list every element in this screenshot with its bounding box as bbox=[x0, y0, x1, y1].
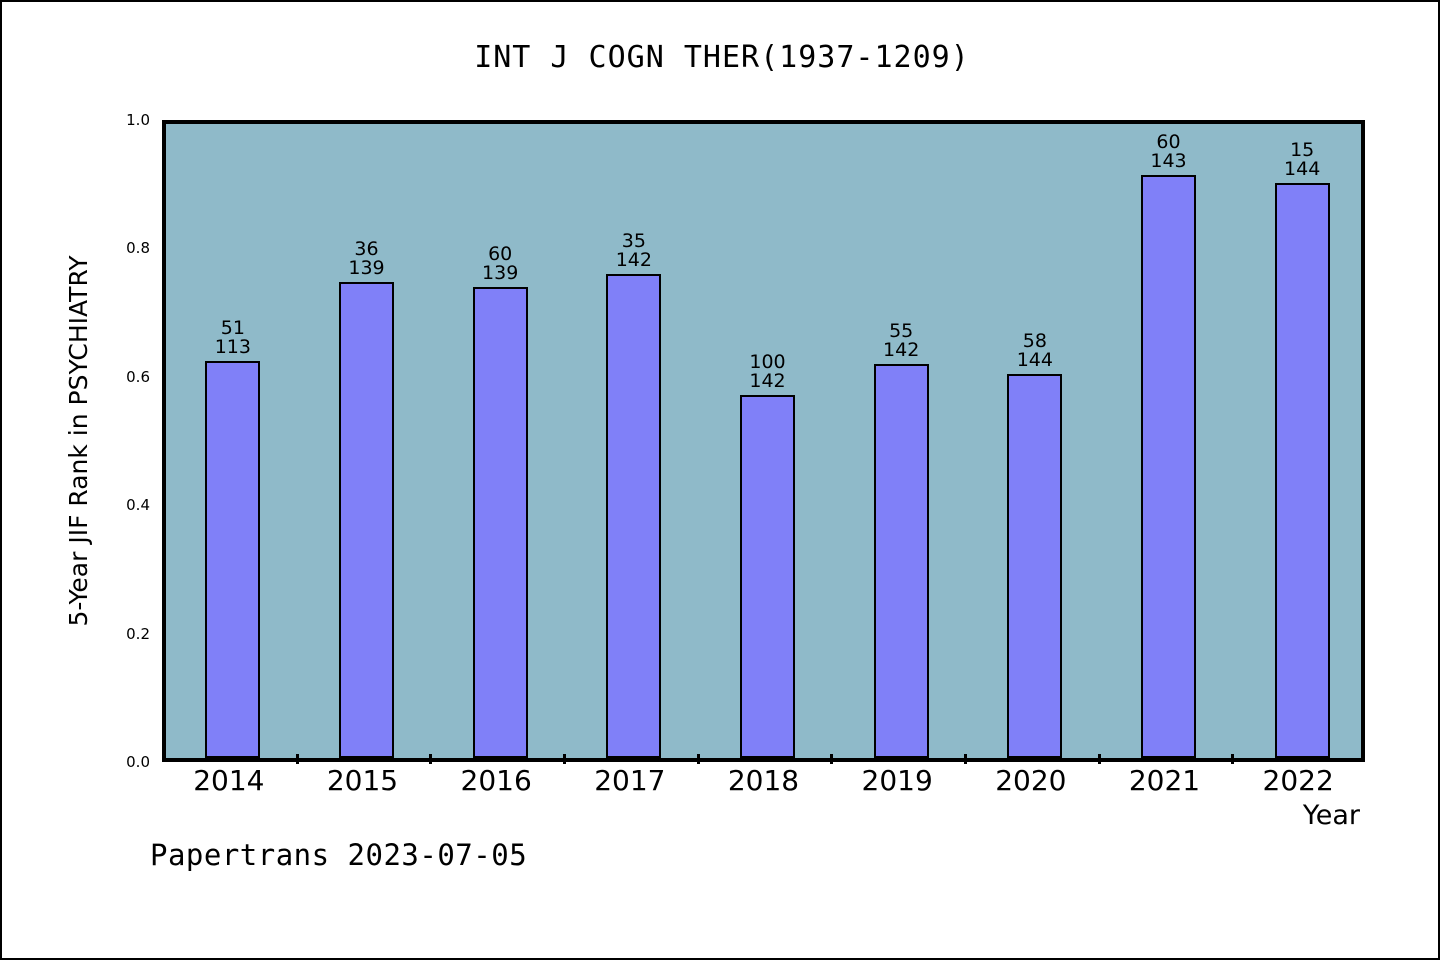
y-tick-label: 0.4 bbox=[126, 496, 150, 515]
x-tick-mark bbox=[964, 754, 967, 764]
bar-rank-value: 36 bbox=[354, 238, 379, 261]
bar-rank-value: 60 bbox=[488, 242, 513, 265]
bar-value-label: 100 142 bbox=[720, 353, 815, 391]
bar-rect bbox=[339, 282, 394, 758]
bar-rank-value: 58 bbox=[1022, 330, 1047, 353]
bar-rect bbox=[606, 273, 662, 758]
bar-rank-value: 51 bbox=[220, 316, 245, 339]
bar-rect bbox=[1274, 182, 1330, 758]
bar-rect bbox=[1141, 175, 1196, 758]
bar-value-label: 60 143 bbox=[1121, 133, 1216, 171]
bar-rect bbox=[740, 395, 795, 758]
x-tick-label-2021: 2021 bbox=[1128, 764, 1201, 797]
bar-total-value: 144 bbox=[1016, 349, 1053, 372]
bar-2020: 58 144 bbox=[1007, 124, 1063, 758]
x-tick-mark bbox=[295, 754, 299, 764]
x-tick-mark bbox=[1231, 754, 1235, 764]
y-tick-label: 0.8 bbox=[126, 239, 150, 258]
y-tick-label: 0.6 bbox=[126, 367, 150, 386]
bar-total-value: 142 bbox=[615, 248, 652, 271]
bar-rank-value: 100 bbox=[749, 351, 786, 374]
x-tick-label-2019: 2019 bbox=[861, 764, 933, 797]
bar-2019: 55 142 bbox=[873, 124, 929, 758]
bar-value-label: 15 144 bbox=[1255, 138, 1350, 180]
bar-rank-value: 55 bbox=[889, 320, 914, 343]
x-tick-mark bbox=[830, 754, 834, 764]
bar-rect bbox=[1007, 374, 1063, 758]
x-tick-label-2015: 2015 bbox=[326, 764, 399, 797]
y-tick-label: 1.0 bbox=[126, 111, 150, 129]
bar-2014: 51 113 bbox=[205, 124, 261, 758]
bar-2018: 100 142 bbox=[740, 124, 795, 758]
bar-value-label: 55 142 bbox=[854, 322, 949, 360]
x-tick-label-2018: 2018 bbox=[727, 764, 800, 797]
bar-2017: 35 142 bbox=[606, 124, 662, 758]
bar-total-value: 144 bbox=[1284, 157, 1321, 180]
bar-2022: 15 144 bbox=[1274, 124, 1330, 758]
x-tick-mark bbox=[429, 754, 433, 764]
bar-value-label: 60 139 bbox=[453, 242, 548, 284]
x-tick-label-2017: 2017 bbox=[594, 764, 666, 797]
x-tick-label-2020: 2020 bbox=[995, 764, 1067, 797]
bar-rect bbox=[472, 286, 528, 758]
bar-total-value: 142 bbox=[749, 370, 786, 393]
bar-value-label: 35 142 bbox=[586, 229, 681, 271]
plot-area: 51 113 36 139 60 139 35 142 100 142 55 142 58 144 60 14… bbox=[162, 120, 1365, 762]
footer-note: Papertrans 2023-07-05 bbox=[150, 838, 528, 872]
bar-total-value: 139 bbox=[482, 261, 519, 284]
bar-2021: 60 143 bbox=[1141, 124, 1196, 758]
bar-rank-value: 35 bbox=[621, 229, 646, 252]
bar-2015: 36 139 bbox=[339, 124, 394, 758]
y-axis-title: 5-Year JIF Rank in PSYCHIATRY bbox=[64, 255, 93, 627]
bar-rect bbox=[873, 364, 929, 758]
y-tick-label: 0.0 bbox=[126, 753, 150, 771]
bar-rect bbox=[205, 360, 261, 758]
y-tick-label: 0.2 bbox=[126, 624, 150, 643]
bar-total-value: 142 bbox=[883, 339, 920, 362]
bar-rank-value: 60 bbox=[1156, 131, 1181, 154]
bar-total-value: 139 bbox=[348, 257, 385, 280]
x-tick-mark bbox=[696, 754, 700, 764]
bar-value-label: 51 113 bbox=[185, 316, 280, 358]
x-tick-label-2022: 2022 bbox=[1262, 764, 1334, 797]
bar-value-label: 36 139 bbox=[319, 240, 414, 278]
x-tick-mark bbox=[1097, 754, 1101, 764]
x-tick-label-2014: 2014 bbox=[193, 764, 265, 797]
bar-rank-value: 15 bbox=[1290, 138, 1315, 161]
bar-value-label: 58 144 bbox=[987, 332, 1082, 370]
x-tick-mark bbox=[563, 754, 566, 764]
bars-layer: 51 113 36 139 60 139 35 142 100 142 55 142 58 144 60 14… bbox=[166, 124, 1361, 758]
bar-2016: 60 139 bbox=[472, 124, 528, 758]
bar-total-value: 143 bbox=[1150, 150, 1187, 173]
x-tick-label-2016: 2016 bbox=[460, 764, 532, 797]
bar-total-value: 113 bbox=[214, 335, 251, 358]
chart-title: INT J COGN THER(1937-1209) bbox=[474, 40, 970, 75]
x-axis-title: Year bbox=[1302, 800, 1360, 831]
